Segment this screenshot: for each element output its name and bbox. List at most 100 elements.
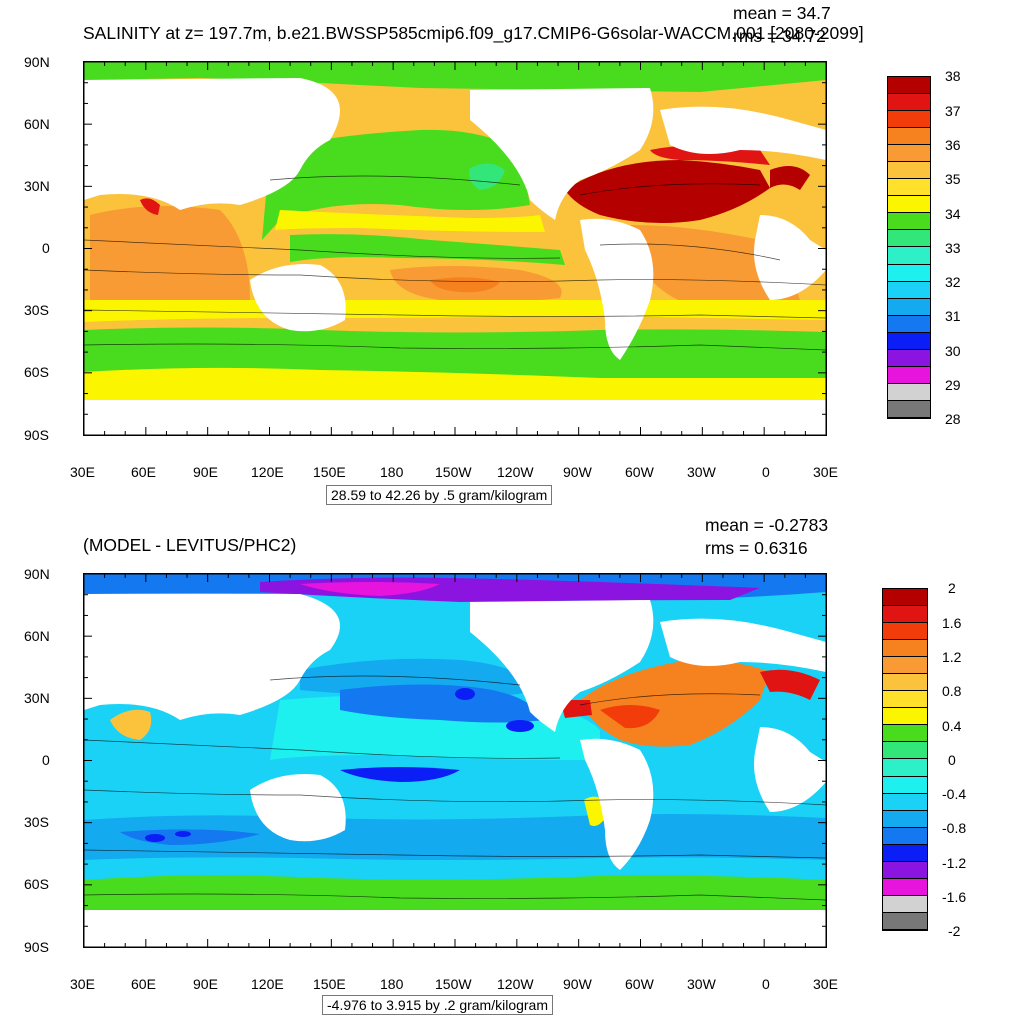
lon-label: 60E [131, 976, 156, 992]
colorbar-label: 36 [945, 137, 961, 153]
colorbar-swatch [888, 128, 930, 146]
lon-label: 90W [563, 464, 592, 480]
colorbar-swatch [883, 827, 927, 845]
colorbar-swatch [888, 281, 930, 299]
lat-label: 60S [24, 364, 49, 380]
colorbar-swatch [888, 298, 930, 316]
lat-label: 60N [24, 628, 50, 644]
lat-label: 90N [24, 566, 50, 582]
colorbar-swatch [883, 657, 927, 675]
panel-title: SALINITY at z= 197.7m, b.e21.BWSSP585cmi… [83, 23, 864, 43]
colorbar-swatch [883, 759, 927, 777]
lat-label: 90S [24, 939, 49, 955]
lon-label: 90W [563, 976, 592, 992]
tick-marks [83, 61, 827, 436]
atlantic-high [565, 160, 770, 224]
contour-info-box: 28.59 to 42.26 by .5 gram/kilogram [326, 485, 553, 505]
colorbar-swatch [888, 111, 930, 129]
colorbar-label: 35 [945, 171, 961, 187]
colorbar-label: 34 [945, 206, 961, 222]
lat-label: 30N [24, 178, 50, 194]
colorbar-swatch [888, 383, 930, 401]
colorbar-label: 30 [945, 343, 961, 359]
panel-title: (MODEL - LEVITUS/PHC2) [83, 535, 297, 555]
lon-label: 150W [435, 464, 472, 480]
lon-label: 60W [625, 976, 654, 992]
colorbar-swatch [888, 196, 930, 214]
lat-label: 30N [24, 690, 50, 706]
colorbar-label: 2 [948, 580, 956, 596]
colorbar-swatch [888, 77, 930, 95]
colorbar-swatch [888, 349, 930, 367]
lon-label: 0 [762, 464, 770, 480]
lon-label: 30E [70, 464, 95, 480]
colorbar-label: 31 [945, 308, 961, 324]
colorbar-swatch [883, 674, 927, 692]
colorbar-label: 28 [945, 411, 961, 427]
mean-value: mean = -0.2783 [705, 515, 829, 535]
colorbar-label: 0.8 [942, 683, 962, 699]
land-south-america [580, 218, 654, 360]
contour-info-box: -4.976 to 3.915 by .2 gram/kilogram [322, 995, 554, 1015]
colorbar-label: 1.2 [942, 649, 962, 665]
lon-label: 30E [813, 976, 838, 992]
lon-label: 150W [435, 976, 472, 992]
mean-value: mean = 34.7 [733, 3, 831, 23]
colorbar-swatch [883, 844, 927, 862]
lon-label: 30W [687, 464, 716, 480]
colorbar-label: 37 [945, 103, 961, 119]
colorbar-swatch [883, 708, 927, 726]
colorbar-swatch [888, 230, 930, 248]
colorbar [882, 588, 928, 931]
colorbar-label: 29 [945, 377, 961, 393]
land-africa-eurasia [84, 78, 340, 210]
lon-label: 120W [497, 464, 534, 480]
colorbar-swatch [883, 742, 927, 760]
lon-label: 30W [687, 976, 716, 992]
lon-label: 150E [313, 976, 346, 992]
north-pacific-green [262, 129, 530, 240]
land-australia [250, 264, 346, 332]
colorbar-swatch [883, 861, 927, 879]
colorbar-label: 1.6 [942, 615, 962, 631]
colorbar-label: -0.8 [942, 820, 967, 836]
lon-label: 180 [380, 976, 404, 992]
lon-label: 120E [251, 976, 284, 992]
colorbar-swatch [888, 145, 930, 163]
colorbar-label: -0.4 [942, 786, 967, 802]
colorbar-swatch [888, 179, 930, 197]
colorbar-swatch [883, 640, 927, 658]
lat-label: 30S [24, 814, 49, 830]
colorbar-label: 33 [945, 240, 961, 256]
colorbar-label: -1.6 [942, 889, 967, 905]
lat-label: 0 [42, 240, 50, 256]
lon-label: 120E [251, 464, 284, 480]
colorbar-swatch [883, 725, 927, 743]
lat-label: 60N [24, 116, 50, 132]
colorbar-swatch [883, 878, 927, 896]
lon-label: 60E [131, 464, 156, 480]
colorbar-swatch [888, 162, 930, 180]
colorbar-swatch [883, 810, 927, 828]
colorbar-swatch [888, 400, 930, 418]
colorbar-swatch [883, 623, 927, 641]
tick-marks [83, 573, 827, 948]
lon-label: 60W [625, 464, 654, 480]
lon-label: 90E [193, 976, 218, 992]
lon-label: 30E [813, 464, 838, 480]
southern-ocean-green [84, 327, 826, 380]
lon-label: 90E [193, 464, 218, 480]
lon-label: 150E [313, 464, 346, 480]
colorbar-label: -1.2 [942, 855, 967, 871]
lon-label: 30E [70, 976, 95, 992]
lon-label: 180 [380, 464, 404, 480]
map-border [83, 573, 827, 948]
colorbar-label: 0.4 [942, 718, 962, 734]
colorbar-swatch [883, 895, 927, 913]
colorbar [887, 76, 931, 419]
lat-label: 90N [24, 54, 50, 70]
colorbar-label: 0 [948, 752, 956, 768]
rms-value: rms = 0.6316 [705, 538, 808, 558]
